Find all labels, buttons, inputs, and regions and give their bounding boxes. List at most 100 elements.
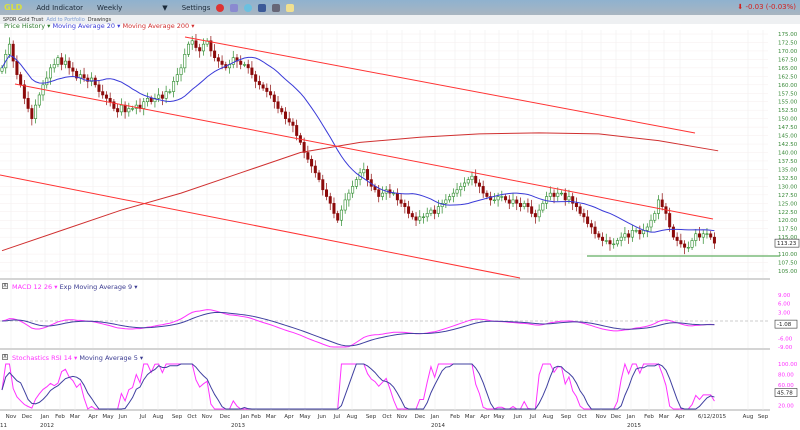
candle <box>630 224 634 242</box>
change-value: -0.03 (-0.03%) <box>745 3 796 11</box>
candle <box>474 169 478 187</box>
y-tick-label: 137.50 <box>778 159 798 165</box>
legend-ma200[interactable]: Moving Average 200 ▾ <box>122 22 195 30</box>
y-tick-label: 115.00 <box>778 235 798 241</box>
candle-body <box>283 111 287 119</box>
y-tick-label: 127.50 <box>778 193 798 199</box>
candle <box>22 80 26 105</box>
candle-body <box>429 209 433 214</box>
candle <box>515 196 519 211</box>
current-price: 113.23 <box>777 241 797 247</box>
legend-price-history[interactable]: Price History ▾ <box>4 22 51 30</box>
y-tick-label: 160.00 <box>778 83 798 89</box>
legend-macd[interactable]: MACD 12 26 ▾ <box>12 283 58 291</box>
y-tick-label: 110.00 <box>778 252 798 258</box>
candle <box>321 174 325 196</box>
candle-body <box>287 118 291 123</box>
candle <box>347 189 351 207</box>
settings-button[interactable]: Settings <box>181 3 211 12</box>
facebook-icon[interactable] <box>258 3 267 12</box>
period-caret-icon[interactable]: ▼ <box>162 3 168 12</box>
y-tick-label: 122.50 <box>778 210 798 216</box>
candle-body <box>291 121 295 126</box>
candle-body <box>440 203 444 207</box>
candle-body <box>131 108 135 110</box>
candle-body <box>343 199 347 211</box>
stoch-tick-label: 80.00 <box>778 372 794 378</box>
signal-line <box>1 311 715 347</box>
x-month-label: Feb <box>450 414 460 420</box>
camera-icon[interactable] <box>272 3 281 12</box>
candle-body <box>530 206 534 214</box>
x-month-label: Nov <box>397 414 408 420</box>
candle <box>444 194 448 209</box>
candle-body <box>548 192 552 197</box>
close-stoch-button[interactable]: X <box>2 354 8 360</box>
candle <box>421 213 425 224</box>
alarm-icon[interactable] <box>216 3 225 12</box>
add-portfolio-link[interactable]: Add to Portfolio <box>46 16 85 23</box>
legend-stoch-rsi[interactable]: Stochastics RSI 14 ▾ <box>12 354 78 362</box>
legend-ma20[interactable]: Moving Average 20 ▾ <box>52 22 121 30</box>
x-month-label: Dec <box>220 414 231 420</box>
candle-body <box>75 70 79 79</box>
macd-tick-label: -6.00 <box>778 336 793 342</box>
candle <box>451 188 455 203</box>
candle <box>593 221 597 239</box>
y-tick-label: 125.00 <box>778 201 798 207</box>
candle-body <box>108 98 112 103</box>
y-tick-label: 117.50 <box>778 227 798 233</box>
candle-body <box>694 233 698 241</box>
candle-body <box>451 192 455 197</box>
candle-body <box>571 196 575 204</box>
candle <box>574 197 578 212</box>
note-icon[interactable] <box>286 3 295 12</box>
compare-icon[interactable] <box>230 3 239 12</box>
x-month-label: Jul <box>139 414 147 420</box>
candle-body <box>407 206 411 214</box>
candle <box>522 200 526 210</box>
period-select[interactable]: Weekly <box>97 3 123 12</box>
candle <box>541 200 545 213</box>
x-month-label: Jan <box>430 414 440 420</box>
candle <box>407 200 411 219</box>
candle <box>552 189 556 204</box>
trendline <box>14 83 714 220</box>
candle <box>209 36 213 57</box>
x-month-label: Nov <box>596 414 607 420</box>
candle-body <box>179 67 183 75</box>
candle <box>90 72 94 87</box>
candle <box>78 69 82 84</box>
candle-body <box>157 94 161 99</box>
candle <box>67 57 71 75</box>
candle-body <box>414 216 418 221</box>
twitter-icon[interactable] <box>244 3 253 12</box>
candle-body <box>589 223 593 228</box>
candle-body <box>448 196 452 201</box>
candle-body <box>142 101 146 109</box>
ma20-line <box>1 54 715 233</box>
close-macd-button[interactable]: X <box>2 283 8 289</box>
candle <box>231 50 235 69</box>
candle-body <box>242 64 246 66</box>
candle <box>343 193 347 214</box>
candle-body <box>630 230 634 238</box>
candle-body <box>582 213 586 218</box>
candle <box>242 61 246 68</box>
candle-body <box>201 43 205 52</box>
candle-body <box>604 240 608 242</box>
y-tick-label: 142.50 <box>778 142 798 148</box>
legend-ma5[interactable]: Moving Average 5 ▾ <box>79 354 144 362</box>
x-month-label: Dec <box>22 414 33 420</box>
add-indicator-button[interactable]: Add Indicator <box>36 3 84 12</box>
candle <box>310 155 314 173</box>
candle-body <box>194 40 198 48</box>
drawings-button[interactable]: Drawings <box>87 16 112 23</box>
stoch-ma-line <box>1 363 715 410</box>
candle <box>172 76 176 98</box>
candle <box>220 55 224 70</box>
x-month-label: Nov <box>6 414 17 420</box>
legend-ema9[interactable]: Exp Moving Average 9 ▾ <box>59 283 138 291</box>
candle-body <box>22 84 26 99</box>
